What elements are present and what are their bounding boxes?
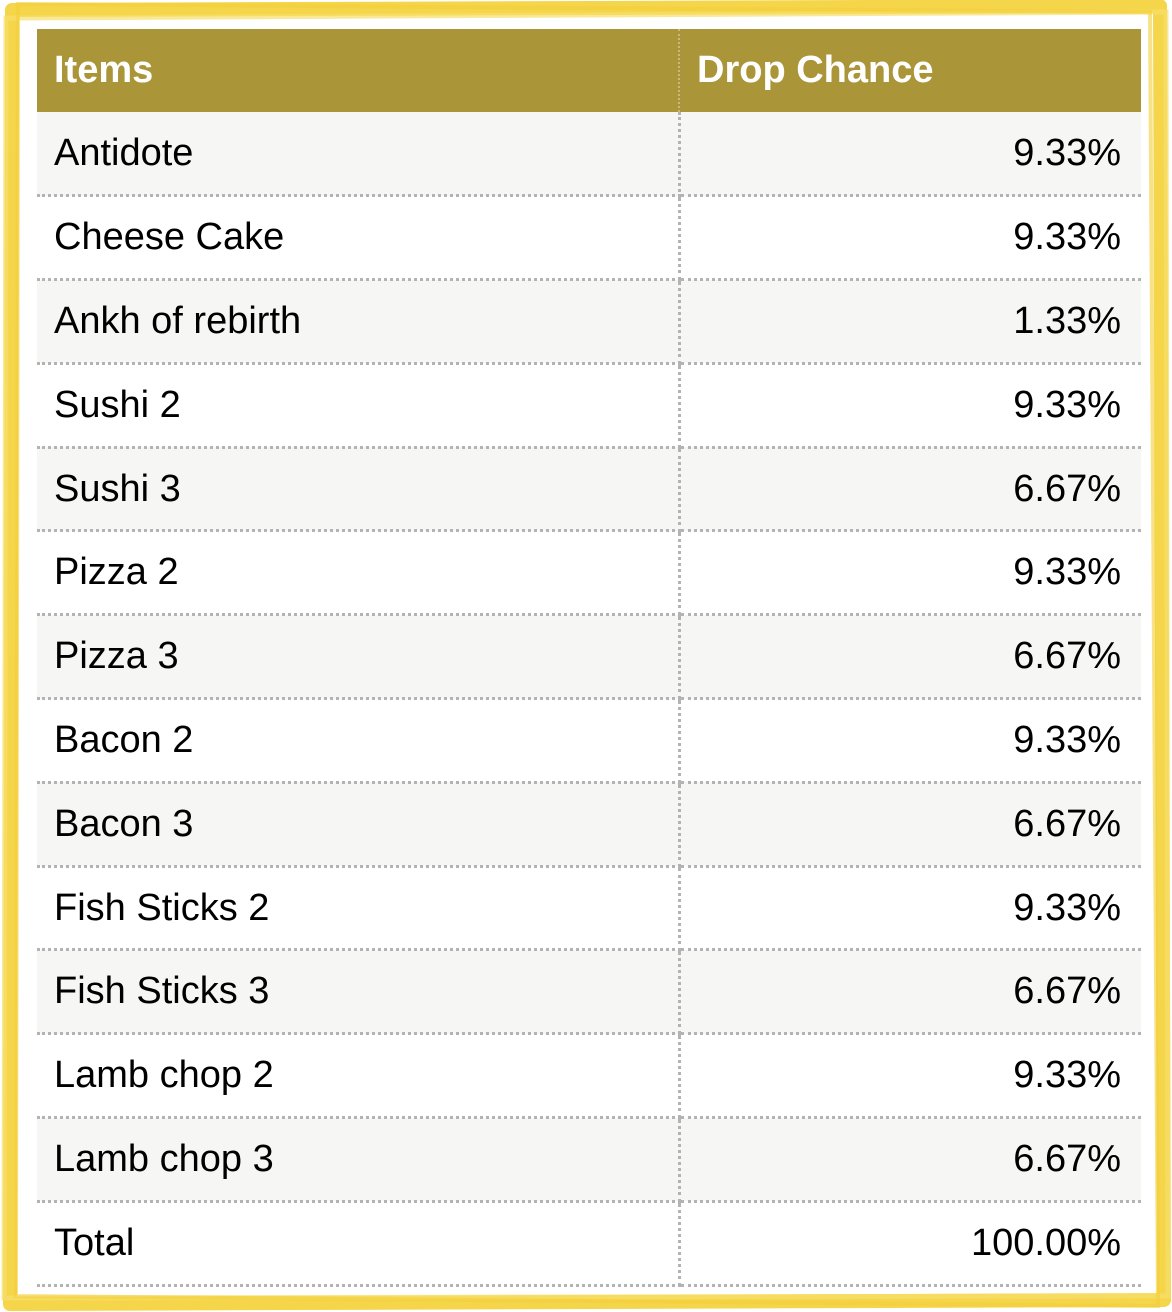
item-name: Cheese Cake xyxy=(37,195,681,282)
item-name: Bacon 2 xyxy=(37,698,681,784)
item-name: Pizza 3 xyxy=(37,614,681,701)
table-row: Pizza 3 6.67% xyxy=(37,614,1141,701)
table-row: Ankh of rebirth 1.33% xyxy=(37,279,1141,365)
drop-chance-value: 1.33% xyxy=(679,279,1141,365)
item-name: Ankh of rebirth xyxy=(37,279,681,365)
drop-chance-value: 9.33% xyxy=(679,866,1141,952)
item-name: Sushi 2 xyxy=(37,363,681,449)
table-row: Lamb chop 3 6.67% xyxy=(37,1117,1141,1203)
table-row: Bacon 3 6.67% xyxy=(37,782,1141,868)
table-row: Sushi 3 6.67% xyxy=(37,447,1141,533)
table-row: Cheese Cake 9.33% xyxy=(37,195,1141,282)
table-row: Lamb chop 2 9.33% xyxy=(37,1033,1141,1120)
drop-chance-value: 6.67% xyxy=(679,1117,1141,1203)
table-row: Sushi 2 9.33% xyxy=(37,363,1141,449)
drop-chance-value: 9.33% xyxy=(679,1033,1141,1120)
item-name: Antidote xyxy=(37,112,681,198)
drop-chance-table-container: Items Drop Chance Antidote 9.33% Cheese … xyxy=(37,29,1141,1287)
header-items: Items xyxy=(37,29,680,112)
drop-chance-value: 9.33% xyxy=(679,698,1141,784)
item-name: Lamb chop 3 xyxy=(37,1117,681,1203)
item-name: Bacon 3 xyxy=(37,782,681,868)
table-header-row: Items Drop Chance xyxy=(37,29,1141,112)
drop-chance-value: 9.33% xyxy=(679,195,1141,282)
drop-chance-value: 9.33% xyxy=(679,112,1141,198)
drop-chance-table: Items Drop Chance Antidote 9.33% Cheese … xyxy=(37,29,1141,1287)
item-name: Lamb chop 2 xyxy=(37,1033,681,1120)
item-name: Fish Sticks 2 xyxy=(37,866,681,952)
header-drop-chance: Drop Chance xyxy=(679,29,1141,112)
total-label: Total xyxy=(37,1201,681,1287)
table-total-row: Total 100.00% xyxy=(37,1201,1141,1287)
drop-chance-value: 6.67% xyxy=(679,782,1141,868)
table-row: Bacon 2 9.33% xyxy=(37,698,1141,784)
item-name: Fish Sticks 3 xyxy=(37,949,681,1036)
total-value: 100.00% xyxy=(679,1201,1141,1287)
drop-chance-value: 9.33% xyxy=(679,363,1141,449)
table-row: Antidote 9.33% xyxy=(37,112,1141,198)
drop-chance-value: 9.33% xyxy=(679,530,1141,617)
table-row: Fish Sticks 3 6.67% xyxy=(37,949,1141,1036)
item-name: Sushi 3 xyxy=(37,447,681,533)
drop-chance-value: 6.67% xyxy=(679,447,1141,533)
drop-chance-value: 6.67% xyxy=(679,949,1141,1036)
table-row: Pizza 2 9.33% xyxy=(37,530,1141,617)
table-row: Fish Sticks 2 9.33% xyxy=(37,866,1141,952)
drop-chance-value: 6.67% xyxy=(679,614,1141,701)
item-name: Pizza 2 xyxy=(37,530,681,617)
